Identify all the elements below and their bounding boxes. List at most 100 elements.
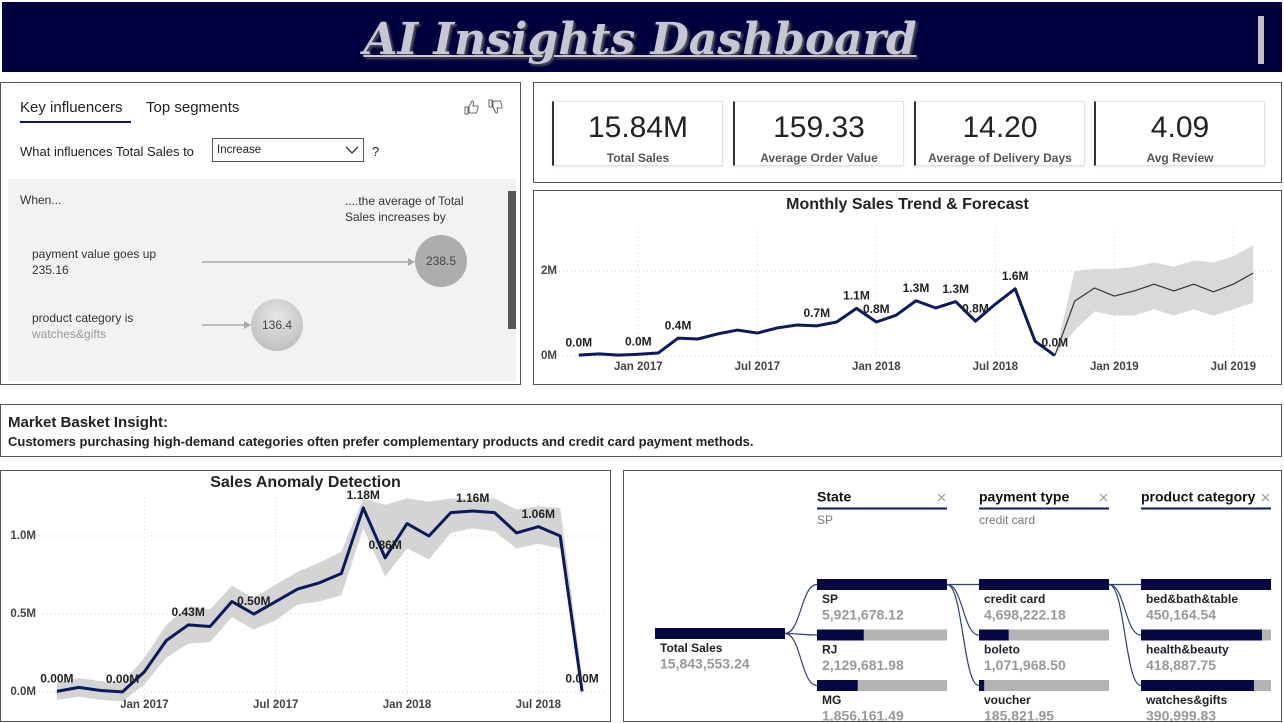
bar-track bbox=[817, 629, 947, 641]
data-label: 0.43M bbox=[172, 605, 205, 619]
data-label: 0.00M bbox=[106, 672, 139, 686]
chart-title: Sales Anomaly Detection bbox=[210, 474, 401, 491]
node-label: boleto bbox=[984, 643, 1020, 657]
remove-level[interactable] bbox=[1099, 493, 1108, 502]
connector bbox=[784, 632, 818, 636]
node-label: watches&gifts bbox=[1145, 693, 1228, 707]
bar[interactable] bbox=[817, 680, 858, 691]
y-tick-label: 0M bbox=[541, 350, 557, 362]
confidence-band bbox=[1054, 245, 1254, 356]
bar-track bbox=[817, 680, 947, 691]
y-tick-label: 1.0M bbox=[10, 530, 36, 542]
thumb-up[interactable] bbox=[464, 100, 479, 115]
x-tick-label: Jul 2018 bbox=[973, 361, 1019, 373]
influencer-bubble[interactable]: 136.4 bbox=[251, 299, 303, 351]
help[interactable]: ? bbox=[372, 144, 380, 159]
data-label: 0.0M bbox=[565, 335, 592, 349]
node-value: 418,887.75 bbox=[1146, 657, 1216, 673]
insight-title: Market Basket Insight: bbox=[8, 414, 169, 431]
thumb-down[interactable] bbox=[488, 99, 503, 114]
when-label: When... bbox=[20, 193, 62, 207]
y-tick-label: 0.5M bbox=[10, 608, 36, 620]
kpi-card: 14.20 Average of Delivery Days bbox=[914, 101, 1085, 166]
node-label: health&beauty bbox=[1146, 643, 1229, 657]
bar[interactable] bbox=[979, 629, 1009, 641]
bar[interactable] bbox=[817, 579, 947, 590]
feedback-icons[interactable] bbox=[463, 98, 503, 116]
tab[interactable]: Key influencers bbox=[20, 99, 123, 116]
x-tick-label: Jan 2019 bbox=[1090, 361, 1139, 373]
sales-line bbox=[578, 287, 1056, 357]
bar[interactable] bbox=[655, 628, 785, 639]
data-label: 1.1M bbox=[843, 289, 870, 303]
node-value: 185,821.95 bbox=[984, 708, 1054, 721]
scrollbar[interactable] bbox=[1258, 16, 1264, 64]
dropdown-value: Increase bbox=[217, 144, 262, 156]
kpi-card: 4.09 Avg Review bbox=[1094, 101, 1265, 166]
influencer-bubble[interactable]: 238.5 bbox=[415, 235, 467, 287]
bar-track bbox=[979, 629, 1109, 641]
kpi-label: Avg Review bbox=[1146, 151, 1214, 165]
bar[interactable] bbox=[1141, 629, 1262, 641]
kpi-value: 159.33 bbox=[773, 111, 865, 144]
kpi-label: Average Order Value bbox=[760, 151, 878, 165]
chart-title: Monthly Sales Trend & Forecast bbox=[786, 196, 1029, 213]
bar[interactable] bbox=[979, 680, 985, 691]
node-label: voucher bbox=[984, 693, 1031, 707]
connector bbox=[784, 583, 818, 635]
data-label: 0.50M bbox=[237, 594, 270, 608]
remove-level[interactable] bbox=[937, 493, 946, 502]
data-label: 1.18M bbox=[347, 488, 380, 502]
connector bbox=[946, 583, 980, 687]
node-value: 390,999.83 bbox=[1146, 708, 1216, 721]
data-label: 0.00M bbox=[565, 672, 598, 686]
remove-level[interactable] bbox=[1261, 493, 1270, 502]
data-label: 0.4M bbox=[665, 318, 692, 332]
trend-panel: Monthly Sales Trend & Forecast 0M 2M Jan 20… bbox=[533, 190, 1282, 385]
data-label: 0.8M bbox=[962, 301, 989, 315]
bar[interactable] bbox=[817, 629, 864, 641]
scrollbar[interactable] bbox=[508, 191, 516, 329]
header: AI Insights Dashboard bbox=[2, 2, 1282, 72]
bar[interactable] bbox=[979, 579, 1109, 590]
data-label: 1.6M bbox=[1002, 269, 1029, 283]
anomaly-chart: Sales Anomaly Detection 0.0M 0.5M 1.0M Jan 2… bbox=[10, 474, 604, 711]
node-value: 450,164.54 bbox=[1146, 607, 1216, 623]
influencer-condition: product category is bbox=[32, 311, 134, 325]
tab[interactable]: Top segments bbox=[146, 99, 240, 116]
dropdown[interactable]: Increase bbox=[212, 138, 364, 162]
decomposition-panel: Total Sales 15,843,553.24 State SP SP 5,921,6… bbox=[623, 470, 1282, 722]
node-label: RJ bbox=[822, 643, 837, 657]
question: What influences Total Sales to bbox=[20, 144, 194, 159]
level-field: State bbox=[817, 489, 851, 505]
kpi-value: 14.20 bbox=[962, 111, 1038, 144]
data-label: 1.16M bbox=[456, 491, 489, 505]
confidence-band bbox=[56, 498, 583, 702]
influencer-arrow bbox=[202, 258, 415, 266]
bar-track bbox=[979, 680, 1109, 691]
tab-underline bbox=[20, 121, 131, 123]
influencer-arrow bbox=[202, 321, 251, 329]
data-label: 0.86M bbox=[368, 538, 401, 552]
bar[interactable] bbox=[1141, 680, 1254, 691]
sales-line bbox=[56, 506, 584, 694]
kpi-value: 4.09 bbox=[1150, 111, 1210, 144]
kpi-panel: 15.84M Total Sales 159.33 Average Order Val… bbox=[533, 82, 1282, 183]
dashboard-title: AI Insights Dashboard bbox=[363, 14, 917, 65]
x-tick-label: Jul 2019 bbox=[1211, 361, 1256, 373]
data-label: 0.00M bbox=[40, 672, 73, 686]
anomaly-panel: Sales Anomaly Detection 0.0M 0.5M 1.0M Jan 2… bbox=[0, 470, 611, 722]
x-tick-label: Jan 2017 bbox=[120, 699, 169, 711]
x-tick-label: Jan 2018 bbox=[383, 699, 432, 711]
level-selection: SP bbox=[817, 513, 833, 527]
key-influencers-panel: Key influencers Top segments What influe… bbox=[0, 82, 521, 385]
connector bbox=[784, 632, 818, 687]
node-value: 4,698,222.18 bbox=[984, 607, 1066, 623]
node-label: bed&bath&table bbox=[1146, 592, 1238, 606]
chevron bbox=[345, 146, 359, 154]
level-selection: credit card bbox=[979, 513, 1035, 527]
connector bbox=[1108, 583, 1142, 687]
x-tick-label: Jan 2018 bbox=[852, 361, 901, 373]
bar[interactable] bbox=[1141, 579, 1271, 590]
x-tick-label: Jul 2018 bbox=[516, 699, 562, 711]
